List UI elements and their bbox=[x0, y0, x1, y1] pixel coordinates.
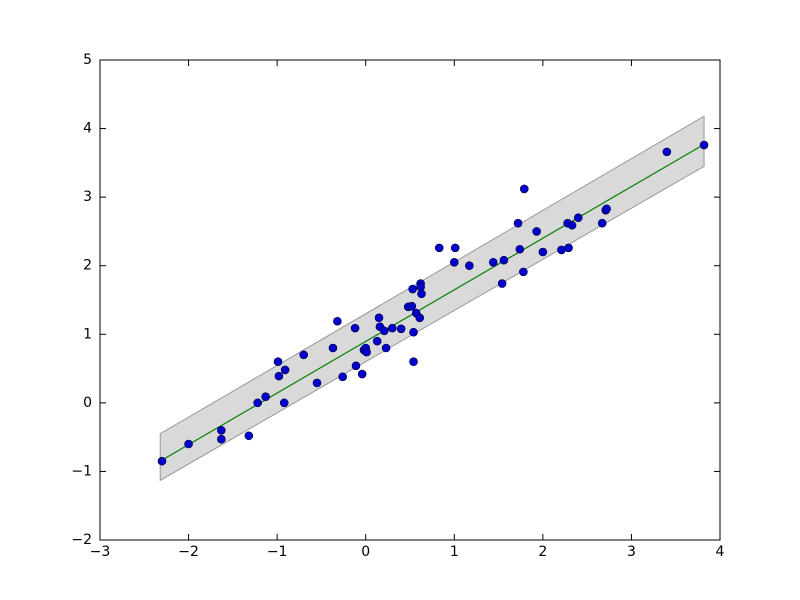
x-tick-label: 4 bbox=[716, 544, 725, 560]
point bbox=[333, 316, 342, 326]
point bbox=[351, 361, 361, 371]
y-tick-label: 3 bbox=[83, 189, 92, 205]
point bbox=[279, 398, 289, 408]
y-tick-label: 4 bbox=[83, 121, 92, 137]
point bbox=[407, 301, 417, 311]
point bbox=[372, 336, 382, 346]
point bbox=[312, 378, 322, 388]
point bbox=[564, 243, 573, 253]
point bbox=[357, 369, 367, 379]
x-tick-label: 1 bbox=[450, 544, 459, 560]
point bbox=[338, 372, 347, 382]
point bbox=[328, 343, 338, 353]
point bbox=[519, 184, 529, 194]
y-tick-label: 0 bbox=[83, 395, 92, 411]
x-tick-label: −3 bbox=[90, 544, 111, 560]
point bbox=[280, 365, 290, 375]
point bbox=[465, 261, 474, 271]
point bbox=[253, 398, 262, 408]
point bbox=[408, 284, 417, 294]
x-tick-label: 0 bbox=[361, 544, 370, 560]
point bbox=[515, 244, 525, 254]
point bbox=[217, 425, 226, 435]
point bbox=[602, 204, 611, 214]
point bbox=[217, 434, 226, 444]
x-tick-label: −1 bbox=[267, 544, 288, 560]
point bbox=[299, 350, 309, 360]
point bbox=[532, 227, 541, 236]
point bbox=[557, 245, 566, 255]
point bbox=[573, 213, 583, 223]
fit-line bbox=[159, 143, 705, 462]
point bbox=[380, 326, 389, 336]
point bbox=[261, 392, 270, 401]
x-tick-label: −2 bbox=[178, 544, 199, 560]
point bbox=[244, 431, 254, 441]
point bbox=[273, 357, 283, 367]
point bbox=[274, 371, 284, 381]
point bbox=[157, 456, 167, 466]
y-tick-label: −2 bbox=[71, 532, 92, 548]
point bbox=[409, 357, 418, 367]
point bbox=[374, 313, 384, 323]
point bbox=[434, 243, 444, 253]
y-tick-label: 5 bbox=[83, 52, 92, 68]
point bbox=[450, 243, 460, 253]
point bbox=[409, 327, 418, 337]
x-tick-label: 2 bbox=[538, 544, 547, 560]
point bbox=[497, 279, 507, 288]
point bbox=[396, 324, 406, 334]
point bbox=[519, 267, 528, 277]
point bbox=[417, 289, 426, 299]
point bbox=[488, 257, 498, 267]
y-tick-label: −1 bbox=[71, 463, 92, 479]
point bbox=[538, 247, 548, 257]
point bbox=[499, 255, 509, 265]
point bbox=[567, 220, 577, 230]
point bbox=[184, 439, 193, 449]
point bbox=[662, 147, 672, 157]
point bbox=[513, 218, 523, 228]
point bbox=[362, 347, 371, 357]
plot-frame bbox=[99, 59, 721, 541]
point bbox=[597, 218, 607, 228]
x-tick-label: 3 bbox=[627, 544, 636, 560]
point bbox=[350, 323, 360, 333]
point bbox=[415, 313, 425, 323]
point bbox=[449, 257, 459, 267]
point bbox=[699, 140, 709, 150]
point bbox=[381, 343, 391, 353]
y-tick-label: 1 bbox=[83, 326, 92, 342]
point bbox=[387, 323, 397, 333]
y-tick-label: 2 bbox=[83, 258, 92, 274]
